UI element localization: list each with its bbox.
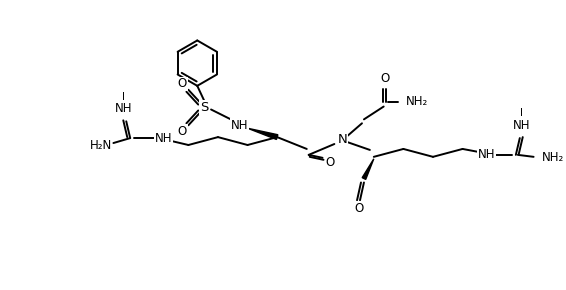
Text: O: O <box>354 202 363 215</box>
Text: NH₂: NH₂ <box>405 95 428 108</box>
Text: S: S <box>200 101 208 114</box>
Text: NH₂: NH₂ <box>542 151 564 164</box>
Text: NH: NH <box>513 119 530 132</box>
Polygon shape <box>247 128 278 139</box>
Text: NH: NH <box>478 148 495 161</box>
Text: O: O <box>178 77 187 90</box>
Text: I: I <box>122 92 125 102</box>
Text: O: O <box>178 125 187 138</box>
Text: O: O <box>380 72 389 86</box>
Text: NH: NH <box>231 119 248 132</box>
Text: NH: NH <box>155 132 173 145</box>
Text: O: O <box>326 156 335 169</box>
Text: H₂N: H₂N <box>89 139 112 153</box>
Text: NH: NH <box>114 102 132 115</box>
Text: N: N <box>337 133 347 146</box>
Text: I: I <box>520 108 523 118</box>
Polygon shape <box>362 159 374 180</box>
